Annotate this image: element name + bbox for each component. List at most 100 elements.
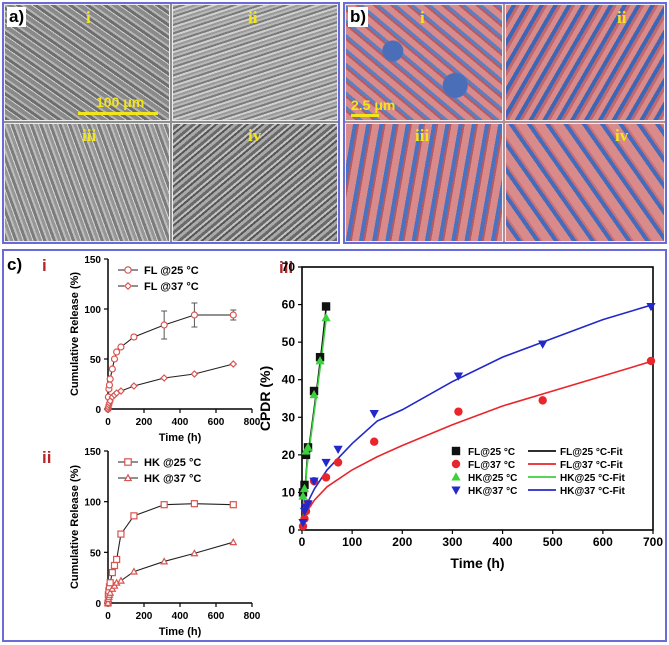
c-iii-point-s3 bbox=[298, 519, 308, 528]
c-ii-panel-label: ii bbox=[42, 448, 51, 467]
c-iii-point-s3 bbox=[646, 302, 656, 312]
c-ii-x-tick-label: 400 bbox=[172, 611, 189, 622]
c-i-legend-label-1: FL @37 °C bbox=[144, 281, 199, 293]
c-i-point-s0 bbox=[160, 321, 168, 329]
c-ii-legend-label-1: HK @37 °C bbox=[144, 473, 201, 485]
c-iii-point-s3 bbox=[321, 458, 331, 468]
tile-label-a-iii: iii bbox=[82, 126, 97, 145]
c-i-series-line-0 bbox=[107, 314, 234, 410]
c-i-point-s1 bbox=[160, 374, 169, 382]
c-iii-legend-label-2: HK@25 °C bbox=[468, 473, 517, 484]
c-i-point-s1 bbox=[117, 387, 125, 395]
c-ii-x-tick-label: 800 bbox=[244, 611, 261, 622]
c-ii-y-tick-label: 0 bbox=[95, 599, 101, 610]
c-ii-point-s1 bbox=[160, 557, 169, 565]
c-iii-y-tick-label: 0 bbox=[288, 523, 295, 537]
c-iii-legend-label-1: FL@37 °C bbox=[468, 460, 515, 471]
c-iii-point-s1 bbox=[538, 396, 547, 405]
c-i-series-line-1 bbox=[107, 363, 234, 410]
c-i-point-s0 bbox=[190, 311, 198, 319]
c-i-point-s0 bbox=[130, 333, 138, 341]
c-iii-panel-label: iii bbox=[279, 258, 293, 277]
c-iii-point-s2 bbox=[299, 483, 310, 493]
panel-c-letter: c) bbox=[7, 255, 23, 274]
c-iii-point-s1 bbox=[321, 473, 331, 482]
c-iii-point-s1 bbox=[333, 458, 343, 467]
c-iii-legend-label-3: HK@37 °C bbox=[468, 486, 517, 497]
c-ii-x-tick-label: 600 bbox=[208, 611, 225, 622]
panel-b-colorized-images: b) i ii iii iv 2.5 μm bbox=[343, 2, 667, 244]
c-i-point-s0 bbox=[113, 348, 121, 356]
c-ii-point-s0 bbox=[130, 512, 138, 520]
c-iii-x-tick-label: 700 bbox=[643, 535, 663, 549]
c-iii-point-s1 bbox=[646, 356, 656, 366]
c-iii-plot-frame bbox=[301, 266, 654, 531]
c-iii-fit-line-2 bbox=[301, 319, 327, 531]
c-iii-legend-fit-label-1: FL@37 °C-Fit bbox=[560, 460, 623, 471]
c-i-point-s0 bbox=[110, 355, 119, 363]
c-iii-point-s2 bbox=[309, 389, 319, 399]
c-iii-point-s2 bbox=[315, 356, 325, 365]
panel-b-letter: b) bbox=[348, 7, 369, 27]
c-i-y-axis-label: Cumulative Release (%) bbox=[69, 272, 81, 396]
scale-bar-b bbox=[351, 114, 379, 117]
c-iii-x-axis-label: Time (h) bbox=[450, 555, 504, 571]
c-ii-legend-label-0: HK @25 °C bbox=[144, 457, 201, 469]
color-image-b-iii bbox=[345, 123, 503, 242]
c-iii-x-tick-label: 0 bbox=[299, 535, 306, 549]
c-iii-legend-marker-1 bbox=[451, 459, 461, 469]
c-ii-series-line-1 bbox=[107, 541, 234, 604]
c-i-y-tick-label: 150 bbox=[84, 255, 101, 266]
sem-image-a-i bbox=[4, 4, 170, 121]
c-iii-legend-marker-0 bbox=[451, 446, 461, 456]
c-ii-point-s0 bbox=[229, 501, 237, 509]
color-image-b-i bbox=[345, 4, 503, 121]
c-iii-y-tick-label: 10 bbox=[282, 485, 296, 499]
c-iii-point-s2 bbox=[298, 491, 308, 500]
c-iii-point-s3 bbox=[303, 500, 313, 509]
c-ii-point-s1 bbox=[116, 576, 125, 584]
c-i-legend-marker-0 bbox=[124, 266, 132, 274]
c-iii-y-tick-label: 30 bbox=[282, 410, 296, 424]
c-i-x-axis-label: Time (h) bbox=[159, 432, 202, 444]
panel-a-letter: a) bbox=[7, 7, 27, 27]
c-iii-legend-fit-label-3: HK@37 °C-Fit bbox=[560, 486, 626, 497]
tile-label-b-i: i bbox=[420, 8, 425, 27]
c-iii-legend-fit-label-2: HK@25 °C-Fit bbox=[560, 473, 626, 484]
c-iii-y-tick-label: 40 bbox=[282, 373, 296, 387]
c-i-x-tick-label: 600 bbox=[208, 417, 225, 428]
c-ii-point-s1 bbox=[229, 537, 238, 546]
c-i-x-tick-label: 800 bbox=[244, 417, 261, 428]
c-i-y-tick-label: 50 bbox=[90, 355, 102, 366]
c-ii-point-s1 bbox=[190, 549, 199, 557]
c-iii-legend-fit-label-0: FL@25 °C-Fit bbox=[560, 447, 623, 458]
sem-image-a-iv bbox=[172, 123, 338, 242]
c-iii-x-tick-label: 300 bbox=[442, 535, 462, 549]
c-ii-x-tick-label: 200 bbox=[136, 611, 153, 622]
c-i-point-s1 bbox=[190, 370, 199, 378]
c-i-point-s1 bbox=[130, 382, 138, 390]
c-iii-point-s1 bbox=[454, 407, 463, 416]
c-iii-y-tick-label: 70 bbox=[282, 260, 296, 274]
c-iii-point-s2 bbox=[303, 442, 313, 451]
c-iii-x-tick-label: 600 bbox=[593, 535, 613, 549]
c-iii-y-tick-label: 50 bbox=[282, 335, 296, 349]
scale-bar-a-label: 100 μm bbox=[96, 94, 145, 110]
c-ii-x-tick-label: 0 bbox=[105, 611, 111, 622]
tile-label-b-iii: iii bbox=[415, 126, 430, 145]
c-ii-point-s0 bbox=[106, 579, 114, 587]
c-iii-y-axis-label: CPDR (%) bbox=[257, 366, 273, 431]
tile-label-a-ii: ii bbox=[248, 8, 258, 27]
c-iii-y-tick-label: 60 bbox=[282, 298, 296, 312]
scale-bar-a bbox=[78, 112, 158, 115]
tile-label-a-i: i bbox=[86, 8, 91, 27]
c-i-y-tick-label: 100 bbox=[84, 305, 101, 316]
c-iii-fit-line-3 bbox=[301, 303, 654, 531]
c-i-point-s0 bbox=[108, 365, 116, 373]
c-iii-legend-marker-3 bbox=[451, 486, 461, 495]
c-iii-x-tick-label: 400 bbox=[493, 535, 513, 549]
c-ii-legend-marker-1 bbox=[123, 473, 133, 482]
c-ii-point-s1 bbox=[103, 598, 113, 606]
c-ii-point-s0 bbox=[117, 530, 125, 538]
